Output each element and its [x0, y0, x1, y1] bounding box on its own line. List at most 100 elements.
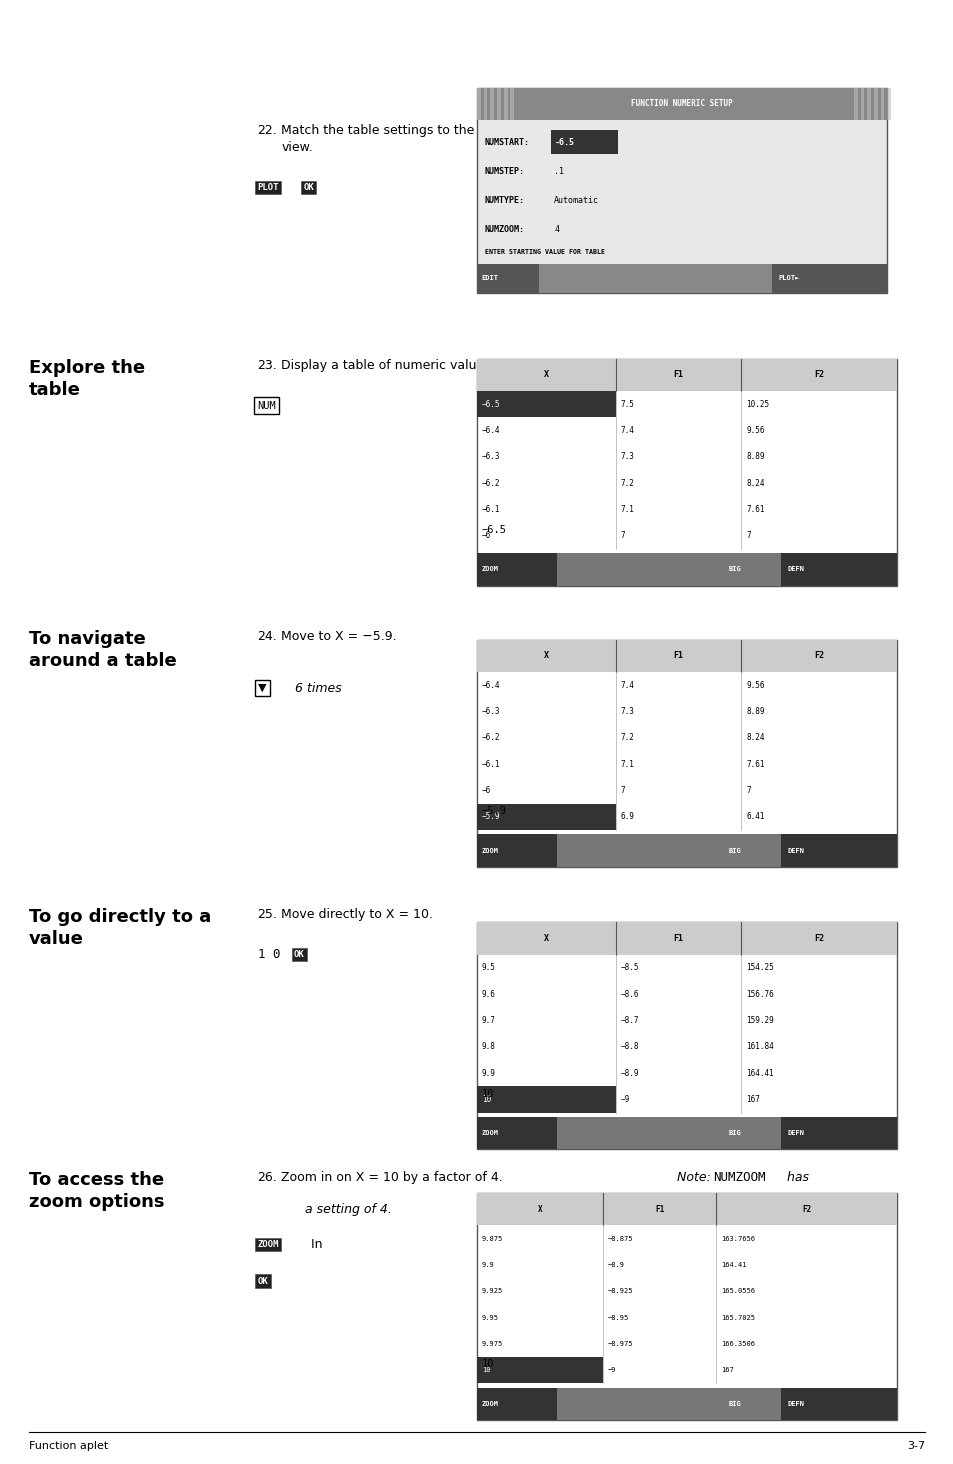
Bar: [510, 88, 514, 120]
Text: 8.89: 8.89: [745, 452, 764, 461]
Bar: [476, 922, 896, 1149]
Text: 167: 167: [745, 1095, 760, 1104]
Bar: [860, 88, 863, 120]
Text: 7: 7: [619, 786, 624, 795]
Text: 6.9: 6.9: [619, 813, 634, 821]
Bar: [476, 1388, 896, 1420]
Text: 7.1: 7.1: [619, 760, 634, 769]
Bar: [880, 88, 883, 120]
Text: 10.25: 10.25: [745, 400, 768, 408]
Text: 163.7656: 163.7656: [720, 1236, 754, 1241]
Bar: [476, 1193, 896, 1420]
Text: −6.4: −6.4: [481, 681, 499, 690]
Text: 8.24: 8.24: [745, 479, 764, 488]
Text: 8.24: 8.24: [745, 733, 764, 742]
Text: −8.9: −8.9: [607, 1262, 624, 1268]
Text: F2: F2: [813, 370, 823, 379]
Text: 154.25: 154.25: [745, 963, 773, 972]
Text: −8.6: −8.6: [619, 990, 639, 998]
Text: F1: F1: [673, 934, 682, 943]
Text: DEFN: DEFN: [787, 567, 803, 572]
Bar: [781, 1117, 896, 1149]
Bar: [483, 88, 487, 120]
Text: To go directly to a
value: To go directly to a value: [29, 908, 211, 947]
Text: F1: F1: [673, 651, 682, 660]
Text: Move to X = −5.9.: Move to X = −5.9.: [281, 630, 396, 643]
Bar: [476, 88, 886, 293]
Text: 9.6: 9.6: [481, 990, 496, 998]
Text: 10: 10: [481, 1095, 491, 1104]
Text: 23.: 23.: [257, 359, 277, 372]
Text: 164.41: 164.41: [720, 1262, 746, 1268]
Text: 10: 10: [481, 1360, 494, 1369]
Text: −6.2: −6.2: [481, 479, 499, 488]
Text: Zoom in on X = 10 by a factor of 4.: Zoom in on X = 10 by a factor of 4.: [281, 1171, 507, 1184]
Bar: [476, 640, 896, 672]
Text: 9.95: 9.95: [481, 1315, 498, 1321]
Text: 1 0: 1 0: [257, 949, 280, 960]
Text: −6: −6: [481, 531, 491, 540]
Bar: [476, 88, 886, 120]
Bar: [886, 88, 890, 120]
Text: −8.5: −8.5: [619, 963, 639, 972]
Text: PLOT►: PLOT►: [778, 275, 799, 281]
Text: OK: OK: [294, 950, 304, 959]
Text: ZOOM: ZOOM: [481, 1130, 498, 1136]
Text: −9: −9: [619, 1095, 629, 1104]
Text: −6.3: −6.3: [481, 452, 499, 461]
Text: Function aplet: Function aplet: [29, 1441, 108, 1451]
Text: a setting of 4.: a setting of 4.: [305, 1203, 392, 1217]
Text: 7.61: 7.61: [745, 505, 764, 514]
Bar: [503, 88, 507, 120]
Text: 7.4: 7.4: [619, 681, 634, 690]
Text: BIG: BIG: [728, 1130, 740, 1136]
Bar: [476, 1193, 896, 1225]
Text: -6.5: -6.5: [554, 138, 574, 146]
Text: 165.0556: 165.0556: [720, 1288, 754, 1294]
Bar: [476, 1117, 896, 1149]
Text: −6: −6: [481, 786, 491, 795]
Text: F1: F1: [673, 370, 682, 379]
Text: 7.61: 7.61: [745, 760, 764, 769]
Bar: [476, 359, 896, 586]
Text: F2: F2: [801, 1205, 810, 1214]
Text: −8.875: −8.875: [607, 1236, 633, 1241]
Text: 7: 7: [745, 531, 750, 540]
Text: NUMSTEP:: NUMSTEP:: [484, 167, 524, 176]
Text: ENTER STARTING VALUE FOR TABLE: ENTER STARTING VALUE FOR TABLE: [484, 249, 604, 255]
Bar: [476, 1117, 557, 1149]
Text: 9.56: 9.56: [745, 681, 764, 690]
Text: NUMSTART:: NUMSTART:: [484, 138, 529, 146]
Bar: [476, 264, 537, 293]
Text: 166.3506: 166.3506: [720, 1341, 754, 1347]
Bar: [772, 264, 886, 293]
Text: 10: 10: [481, 1089, 494, 1098]
Text: F2: F2: [813, 934, 823, 943]
Bar: [781, 553, 896, 586]
Text: ZOOM: ZOOM: [481, 567, 498, 572]
Text: X: X: [537, 1205, 541, 1214]
Text: 7: 7: [745, 786, 750, 795]
Text: 159.29: 159.29: [745, 1016, 773, 1025]
Text: DEFN: DEFN: [787, 848, 803, 854]
Text: 7: 7: [619, 531, 624, 540]
Bar: [476, 553, 896, 586]
Text: −6.3: −6.3: [481, 707, 499, 716]
Text: 25.: 25.: [257, 908, 277, 921]
Text: 7.5: 7.5: [619, 400, 634, 408]
Bar: [476, 922, 896, 955]
Text: −8.925: −8.925: [607, 1288, 633, 1294]
Bar: [476, 88, 480, 120]
Text: X: X: [543, 934, 548, 943]
Text: BIG: BIG: [728, 567, 740, 572]
Text: X: X: [543, 370, 548, 379]
Text: Display a table of numeric values.: Display a table of numeric values.: [281, 359, 495, 372]
Text: 6.41: 6.41: [745, 813, 764, 821]
Text: Move directly to X = 10.: Move directly to X = 10.: [281, 908, 433, 921]
Bar: [476, 1388, 557, 1420]
Text: X: X: [543, 651, 548, 660]
Bar: [781, 834, 896, 867]
Text: FUNCTION NUMERIC SETUP: FUNCTION NUMERIC SETUP: [631, 100, 732, 108]
Text: 9.975: 9.975: [481, 1341, 502, 1347]
Text: NUM: NUM: [257, 401, 276, 410]
